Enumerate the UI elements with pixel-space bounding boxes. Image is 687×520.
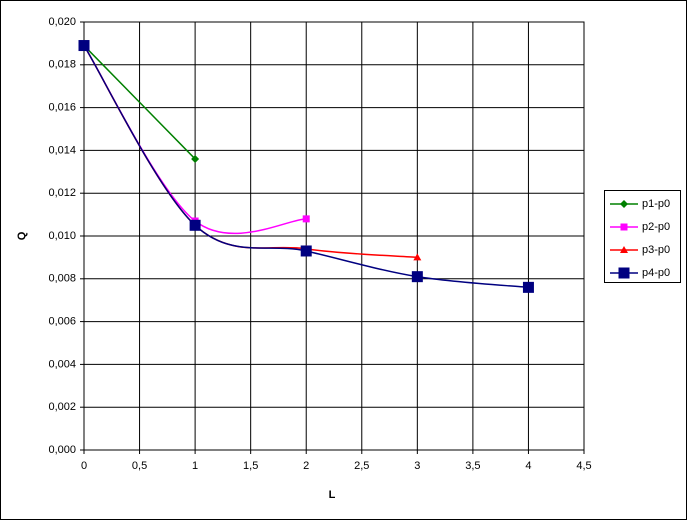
- y-tick-label: 0,016: [48, 102, 76, 114]
- y-tick-label: 0,008: [48, 273, 76, 285]
- y-tick-label: 0,000: [48, 444, 76, 456]
- x-tick-label: 3: [414, 460, 420, 472]
- marker: [522, 281, 534, 293]
- legend-label: p1-p0: [642, 198, 670, 210]
- marker: [78, 40, 90, 52]
- y-tick-label: 0,018: [48, 59, 76, 71]
- marker: [300, 245, 312, 257]
- y-tick-label: 0,012: [48, 187, 76, 199]
- marker: [189, 219, 201, 231]
- legend-box: [604, 190, 681, 283]
- x-tick-label: 4,5: [576, 460, 591, 472]
- x-tick-label: 1,5: [243, 460, 258, 472]
- marker: [413, 253, 422, 261]
- x-tick-label: 3,5: [465, 460, 480, 472]
- x-axis-title: L: [329, 489, 336, 501]
- x-tick-label: 2: [303, 460, 309, 472]
- legend-marker: [618, 267, 630, 279]
- legend-label: p4-p0: [642, 267, 670, 279]
- y-tick-label: 0,004: [48, 358, 76, 370]
- y-tick-label: 0,006: [48, 316, 76, 328]
- y-tick-label: 0,020: [48, 16, 76, 28]
- legend-label: p3-p0: [642, 244, 670, 256]
- x-tick-label: 1: [192, 460, 198, 472]
- y-tick-label: 0,014: [48, 144, 76, 156]
- series-line: [83, 45, 196, 160]
- x-tick-label: 4: [525, 460, 531, 472]
- marker: [302, 215, 310, 223]
- y-tick-label: 0,002: [48, 401, 76, 413]
- legend-marker: [620, 246, 628, 253]
- legend-marker: [620, 200, 628, 208]
- y-tick-label: 0,010: [48, 230, 76, 242]
- legend-label: p2-p0: [642, 221, 670, 233]
- x-tick-label: 0: [81, 460, 87, 472]
- legend-marker: [620, 223, 628, 231]
- x-tick-label: 2,5: [354, 460, 369, 472]
- series-line: [83, 45, 529, 289]
- x-tick-label: 0,5: [132, 460, 147, 472]
- y-axis-title: Q: [16, 231, 28, 240]
- marker: [411, 271, 423, 283]
- marker: [191, 154, 200, 163]
